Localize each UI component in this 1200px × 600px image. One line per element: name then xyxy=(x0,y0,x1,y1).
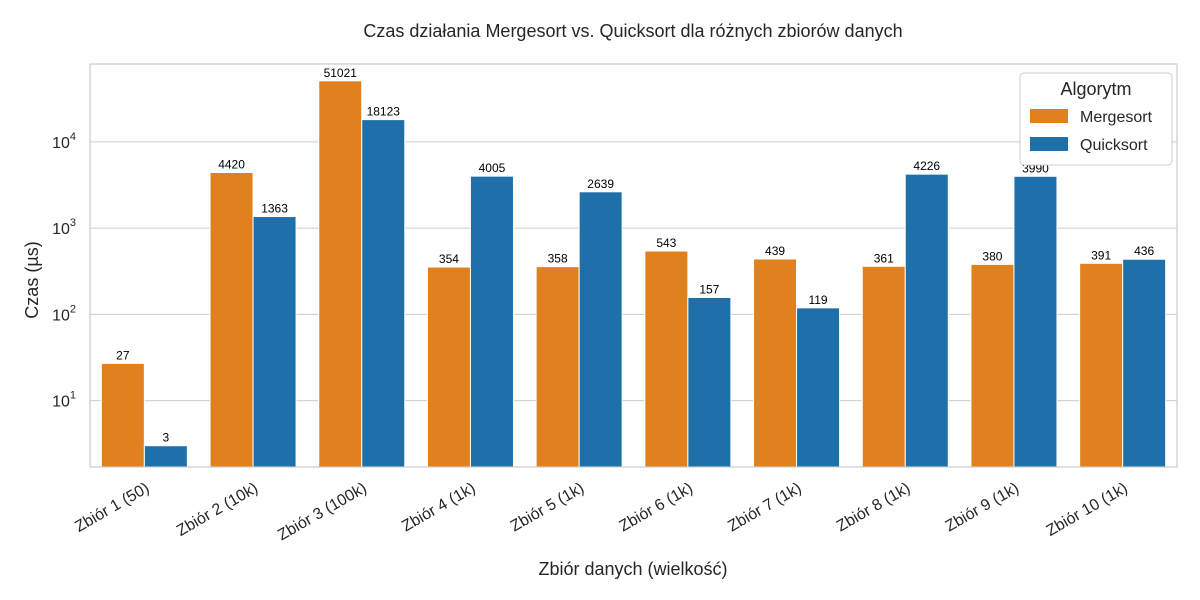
bar-mergesort-1 xyxy=(100,362,145,468)
bar-value-label: 4420 xyxy=(218,157,245,171)
bar-value-label: 157 xyxy=(699,282,719,296)
legend-swatch-mergesort xyxy=(1030,109,1068,123)
bar-value-label: 436 xyxy=(1134,244,1154,258)
bar-mergesort-8 xyxy=(861,265,906,468)
y-tick-label: 103 xyxy=(52,217,76,238)
y-tick-exponent: 3 xyxy=(70,217,76,229)
bar-mergesort-9 xyxy=(970,263,1015,468)
bar-value-label: 361 xyxy=(874,251,894,265)
bar-mergesort-7 xyxy=(753,258,798,468)
bar-mergesort-4 xyxy=(426,266,471,468)
y-tick-exponent: 1 xyxy=(70,390,76,402)
x-tick-label: Zbiór 8 (1k) xyxy=(834,480,913,536)
bar-quicksort-6 xyxy=(687,296,732,468)
legend-label-mergesort: Mergesort xyxy=(1080,109,1153,126)
bar-quicksort-9 xyxy=(1013,175,1058,468)
y-tick-label: 102 xyxy=(52,303,76,324)
bar-mergesort-2 xyxy=(209,171,254,468)
bar-quicksort-1 xyxy=(143,445,188,468)
legend-swatch-quicksort xyxy=(1030,137,1068,151)
x-tick-label: Zbiór 1 (50) xyxy=(72,480,152,536)
y-tick-exponent: 4 xyxy=(70,131,76,143)
x-tick-label: Zbiór 10 (1k) xyxy=(1044,480,1131,540)
legend-title: Algorytm xyxy=(1060,79,1131,99)
plot-area-border xyxy=(89,63,1178,468)
bar-value-label: 3 xyxy=(163,431,170,445)
y-tick-base: 10 xyxy=(52,307,70,324)
legend-label-quicksort: Quicksort xyxy=(1080,137,1148,154)
bar-value-label: 18123 xyxy=(367,105,401,119)
y-tick-base: 10 xyxy=(52,135,70,152)
bar-value-label: 358 xyxy=(548,252,568,266)
bar-mergesort-6 xyxy=(644,250,689,468)
bar-mergesort-5 xyxy=(535,266,580,468)
bar-value-label: 51021 xyxy=(324,66,358,80)
bar-quicksort-5 xyxy=(578,191,623,468)
bar-value-labels: 27 3 4420 1363 51021 18123 354 4005 358 2639 543 15… xyxy=(116,66,1154,445)
bar-quicksort-3 xyxy=(361,119,406,468)
x-tick-label: Zbiór 4 (1k) xyxy=(399,480,478,536)
x-tick-label: Zbiór 7 (1k) xyxy=(725,480,804,536)
y-tick-base: 10 xyxy=(52,221,70,238)
bar-value-label: 354 xyxy=(439,252,459,266)
bar-value-label: 119 xyxy=(808,293,827,307)
y-tick-exponent: 2 xyxy=(70,303,76,315)
x-axis-ticks: Zbiór 1 (50) Zbiór 2 (10k) Zbiór 3 (100k) Z… xyxy=(72,480,1130,545)
legend: Algorytm Mergesort Quicksort xyxy=(1019,72,1173,166)
x-tick-label: Zbiór 6 (1k) xyxy=(617,480,696,536)
y-tick-base: 10 xyxy=(52,394,70,411)
legend-entries: Mergesort Quicksort xyxy=(1030,109,1153,154)
bar-quicksort-2 xyxy=(252,216,297,468)
bar-value-label: 1363 xyxy=(261,202,288,216)
bar-value-label: 543 xyxy=(656,236,676,250)
bar-quicksort-4 xyxy=(469,175,514,468)
bar-value-label: 380 xyxy=(982,249,1002,263)
bar-mergesort-10 xyxy=(1079,262,1124,468)
y-tick-label: 104 xyxy=(52,131,76,152)
x-tick-label: Zbiór 5 (1k) xyxy=(508,480,587,536)
bar-quicksort-8 xyxy=(904,173,949,468)
bar-mergesort-3 xyxy=(318,80,363,468)
bar-value-label: 2639 xyxy=(587,177,614,191)
bar-value-label: 439 xyxy=(765,244,785,258)
y-axis-title: Czas (µs) xyxy=(22,241,42,318)
x-tick-label: Zbiór 9 (1k) xyxy=(943,480,1022,536)
x-tick-label: Zbiór 2 (10k) xyxy=(174,480,261,540)
bar-value-label: 391 xyxy=(1091,248,1111,262)
bar-value-label: 27 xyxy=(116,348,130,362)
bar-value-label: 4005 xyxy=(479,161,506,175)
bar-quicksort-7 xyxy=(796,307,841,468)
chart-title: Czas działania Mergesort vs. Quicksort d… xyxy=(363,21,902,41)
x-tick-label: Zbiór 3 (100k) xyxy=(275,480,370,545)
bar-value-label: 4226 xyxy=(913,159,940,173)
x-axis-title: Zbiór danych (wielkość) xyxy=(538,559,727,579)
bars xyxy=(100,80,1167,468)
y-tick-label: 101 xyxy=(52,390,76,411)
bar-quicksort-10 xyxy=(1122,258,1167,468)
